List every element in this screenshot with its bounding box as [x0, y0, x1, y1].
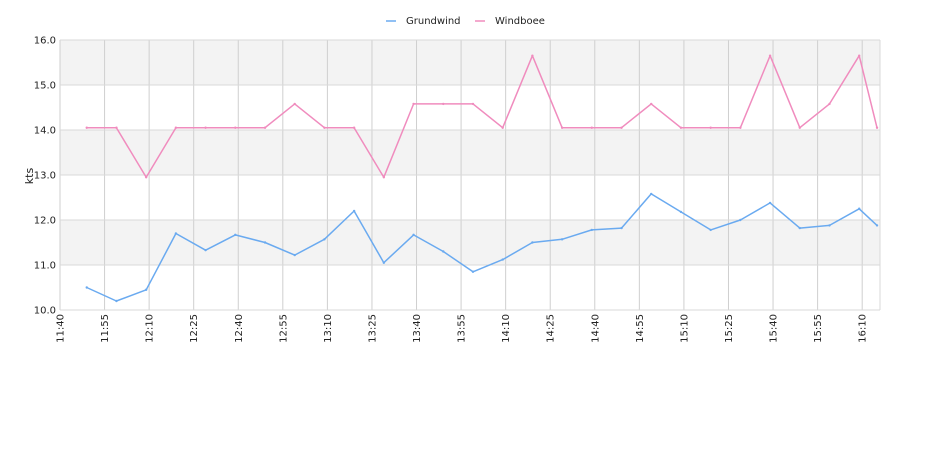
y-axis: 10.0 11.0 12.0 13.0 14.0 15.0 16.0 [34, 36, 56, 317]
data-point-grundwind [620, 226, 623, 230]
data-point-windboee [204, 126, 207, 129]
data-point-grundwind [115, 299, 118, 303]
x-tick-label: 11:55 [100, 314, 111, 343]
data-point-grundwind [560, 238, 564, 241]
data-point-windboee [650, 102, 653, 106]
data-point-grundwind [501, 258, 504, 261]
data-point-windboee [858, 54, 861, 57]
data-point-windboee [471, 102, 475, 106]
data-point-grundwind [471, 270, 475, 273]
data-point-grundwind [144, 288, 148, 291]
x-axis: 11:40 11:55 12:10 12:25 12:40 12:55 13:10 13:25… [56, 314, 869, 343]
y-tick-label: 16.0 [34, 36, 56, 47]
data-point-windboee [709, 126, 712, 129]
x-tick-label: 15:10 [679, 314, 690, 343]
data-point-grundwind [263, 241, 267, 244]
series-line-windboee [86, 54, 878, 179]
series-lines [85, 54, 879, 303]
data-point-windboee [234, 126, 237, 129]
data-point-grundwind [590, 228, 594, 232]
x-tick-label: 14:40 [590, 314, 601, 343]
y-tick-label: 11.0 [34, 261, 56, 272]
x-tick-label: 13:10 [323, 314, 334, 343]
grid [59, 39, 881, 311]
legend-label: Grundwind [406, 16, 461, 27]
x-tick-label: 12:40 [234, 314, 245, 343]
legend-label: Windboee [495, 16, 545, 27]
data-point-windboee [412, 102, 415, 106]
data-point-grundwind [293, 253, 296, 257]
data-point-windboee [323, 126, 326, 129]
data-point-grundwind [442, 250, 445, 253]
y-tick-label: 14.0 [34, 126, 56, 137]
y-tick-label: 10.0 [34, 306, 56, 317]
data-point-grundwind [531, 241, 534, 244]
data-point-grundwind [709, 228, 712, 232]
data-point-grundwind [352, 209, 356, 213]
y-axis-title: kts [23, 168, 36, 185]
data-point-windboee [739, 126, 742, 129]
band [60, 130, 880, 175]
data-point-windboee [501, 126, 504, 129]
x-tick-label: 14:55 [635, 314, 646, 343]
data-point-windboee [85, 126, 88, 129]
band [60, 40, 880, 85]
x-tick-label: 14:25 [546, 314, 557, 343]
data-point-windboee [590, 126, 594, 129]
data-point-grundwind [768, 201, 772, 205]
data-point-grundwind [412, 233, 415, 237]
data-point-grundwind [858, 207, 861, 210]
data-point-grundwind [382, 261, 386, 264]
x-tick-label: 16:10 [858, 314, 869, 343]
x-tick-label: 15:40 [769, 314, 780, 343]
data-point-windboee [875, 126, 879, 129]
data-point-windboee [144, 176, 148, 179]
x-tick-label: 15:25 [724, 314, 735, 343]
legend: Grundwind Windboee [386, 16, 545, 27]
data-point-grundwind [739, 218, 742, 222]
data-point-windboee [115, 126, 118, 129]
data-point-windboee [293, 102, 296, 106]
data-point-grundwind [85, 286, 88, 289]
data-point-windboee [798, 126, 801, 129]
series-line-grundwind [86, 193, 878, 302]
data-point-grundwind [323, 238, 326, 241]
data-point-windboee [263, 126, 267, 129]
x-tick-label: 12:25 [189, 314, 200, 343]
data-point-windboee [174, 126, 178, 129]
data-point-windboee [620, 126, 623, 129]
y-tick-label: 15.0 [34, 81, 56, 92]
data-point-windboee [679, 126, 683, 129]
x-tick-label: 11:40 [56, 314, 67, 343]
data-point-grundwind [798, 226, 801, 230]
band [60, 220, 880, 265]
y-tick-label: 13.0 [34, 171, 56, 182]
data-point-grundwind [234, 233, 237, 237]
data-point-windboee [768, 54, 772, 57]
y-tick-label: 12.0 [34, 216, 56, 227]
data-point-grundwind [875, 224, 879, 227]
x-tick-label: 12:10 [145, 314, 156, 343]
x-tick-label: 13:40 [412, 314, 423, 343]
data-point-grundwind [828, 224, 831, 227]
data-point-windboee [531, 54, 534, 57]
data-point-windboee [442, 102, 445, 106]
data-point-windboee [828, 102, 831, 106]
data-point-grundwind [650, 192, 653, 196]
data-point-windboee [560, 126, 564, 129]
x-tick-label: 15:55 [813, 314, 824, 343]
x-tick-label: 12:55 [278, 314, 289, 343]
data-point-grundwind [204, 248, 207, 252]
x-tick-label: 13:25 [367, 314, 378, 343]
data-point-windboee [352, 126, 356, 129]
x-tick-label: 13:55 [457, 314, 468, 343]
x-tick-label: 14:10 [501, 314, 512, 343]
data-point-grundwind [174, 232, 178, 235]
data-point-windboee [382, 176, 386, 179]
data-point-grundwind [679, 210, 683, 214]
